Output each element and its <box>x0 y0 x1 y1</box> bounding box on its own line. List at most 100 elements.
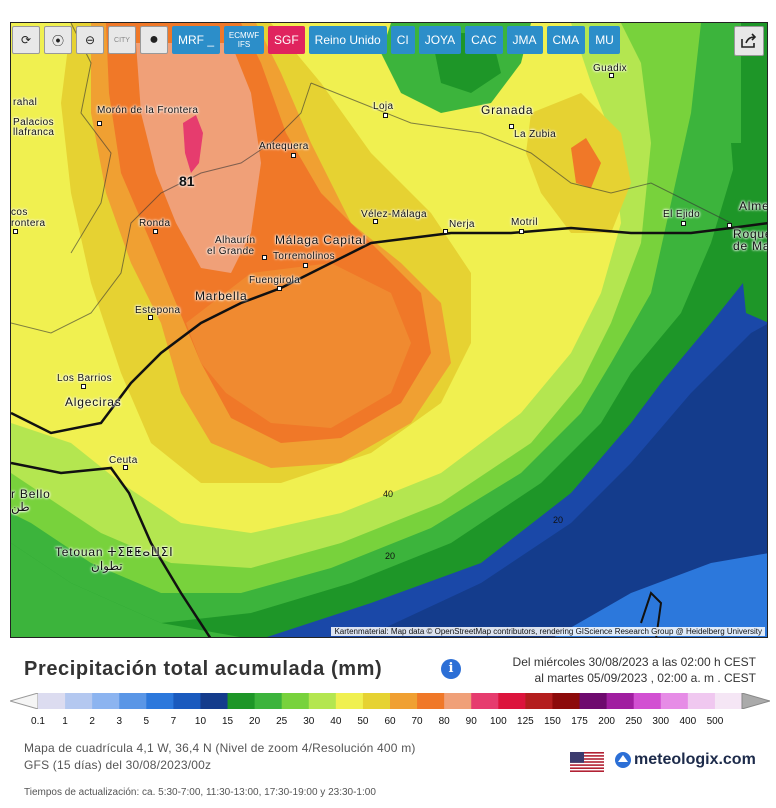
legend-tick-label: 7 <box>170 716 177 727</box>
date-range: Del miércoles 30/08/2023 a las 02:00 h C… <box>513 654 756 686</box>
legend-tick-label: 20 <box>249 716 261 727</box>
map-metadata: Mapa de cuadrícula 4,1 W, 36,4 N (Nivel … <box>24 740 416 774</box>
date-line-end: al martes 05/09/2023 , 02:00 a. m . CEST <box>534 671 756 685</box>
legend-tick-label: 60 <box>384 716 396 727</box>
isoline-label: 20 <box>553 515 564 525</box>
legend-tick-label: 1 <box>62 716 68 727</box>
precipitation-contours <box>11 23 767 637</box>
us-flag-icon[interactable] <box>570 752 604 772</box>
city-label-arahal: rahal <box>13 97 38 108</box>
legend-swatch <box>362 693 391 709</box>
share-icon[interactable] <box>734 26 764 56</box>
city-marker <box>123 465 128 470</box>
city-label-ronda: Ronda <box>139 218 171 229</box>
legend-tick-label: 175 <box>571 716 588 727</box>
model-button-cac[interactable]: CAC <box>465 26 503 54</box>
model-button-cma[interactable]: CMA <box>546 26 586 54</box>
meteologix-icon <box>615 752 631 768</box>
city-marker <box>13 229 18 234</box>
city-label-motril: Motril <box>511 217 538 228</box>
legend-tick-label: 50 <box>357 716 369 727</box>
brand-name: meteologix.com <box>634 751 756 768</box>
city-marker <box>373 219 378 224</box>
refresh-icon[interactable]: ⟳ <box>12 26 40 54</box>
legend-swatch <box>119 693 147 709</box>
city-label-nerja: Nerja <box>449 219 475 230</box>
city-label-arcos2: rontera <box>11 218 46 229</box>
city-label-roquetas: Roque <box>733 227 767 241</box>
city-label-almeria: Alme <box>739 199 768 213</box>
precipitation-map[interactable]: 81 rahal Morón de la Frontera Palacios l… <box>10 22 768 638</box>
isoline-label: 20 <box>385 551 396 561</box>
city-marker <box>509 124 514 129</box>
city-label-ceuta: Ceuta <box>109 455 138 466</box>
legend-tick-label: 40 <box>330 716 342 727</box>
legend-tick-label: 400 <box>679 716 697 727</box>
legend-tick-label: 125 <box>517 716 534 727</box>
model-run-info: GFS (15 días) del 30/08/2023/00z <box>24 758 212 772</box>
legend-tick-label: 2 <box>89 716 95 727</box>
model-button-jma[interactable]: JMA <box>506 26 543 54</box>
city-marker <box>609 73 614 78</box>
city-label-tetouan: Tetouan ⵜⵉⵟⵟⴰⵡⵉⵏ <box>55 545 174 559</box>
model-button-ci[interactable]: CI <box>390 26 415 54</box>
city-label-estepona: Estepona <box>135 305 181 316</box>
grid-info: Mapa de cuadrícula 4,1 W, 36,4 N (Nivel … <box>24 741 416 755</box>
isoline-label: 40 <box>383 489 394 499</box>
legend-swatch <box>227 693 256 709</box>
legend-swatch <box>606 693 635 709</box>
city-marker <box>303 263 308 268</box>
legend-swatch <box>281 693 310 709</box>
legend-tick-label: 500 <box>706 716 724 727</box>
zoom-icon[interactable]: ⊖ <box>76 26 104 54</box>
city-marker <box>277 286 282 291</box>
model-button-mrf[interactable]: MRF _ <box>172 26 220 54</box>
model-button-mu[interactable]: MU <box>589 26 620 54</box>
city-label-granada: Granada <box>481 103 534 117</box>
legend-tick-label: 5 <box>143 716 150 727</box>
map-toolbar: ⟳ ⦿ ⊖ CITY ● MRF _ ECMWF IFS SGF Reino U… <box>12 26 620 56</box>
city-marker <box>148 315 153 320</box>
city-label-rbello: r Bello <box>11 487 51 501</box>
legend-swatch <box>444 693 472 709</box>
legend-tick-label: 250 <box>625 716 643 727</box>
city-marker <box>681 221 686 226</box>
location-pin-icon[interactable]: ⦿ <box>44 26 72 54</box>
city-marker <box>81 384 86 389</box>
city-label-loja: Loja <box>373 101 394 112</box>
city-label-la-zubia: La Zubia <box>514 129 557 140</box>
legend-swatch <box>92 693 120 709</box>
model-button-sgf[interactable]: SGF <box>268 26 305 54</box>
city-label-arcos: cos <box>11 207 28 218</box>
legend-swatch <box>471 693 499 709</box>
city-toggle-icon[interactable]: CITY <box>108 26 136 54</box>
info-icon[interactable]: ⅰ <box>441 659 461 679</box>
meteologix-logo[interactable]: meteologix.com <box>614 751 756 769</box>
legend-swatch <box>498 693 526 709</box>
legend-tick-label: 100 <box>489 716 507 727</box>
city-label-torremolinos: Torremolinos <box>273 251 336 262</box>
legend-arrow-right <box>741 693 770 709</box>
legend-tick-label: 10 <box>194 716 207 727</box>
legend-swatch <box>417 693 445 709</box>
legend-tick-label: 200 <box>598 716 615 727</box>
point-marker-icon[interactable]: ● <box>140 26 168 54</box>
city-marker <box>383 113 388 118</box>
legend-swatch <box>200 693 229 709</box>
city-label-antequera: Antequera <box>259 141 309 152</box>
legend-swatch <box>579 693 608 709</box>
legend-tick-label: 0.1 <box>31 716 45 727</box>
city-marker <box>443 229 448 234</box>
city-label-moron: Morón de la Frontera <box>97 105 199 116</box>
legend-labels: 0.1 1 2 3 5 7 10 15 20 25 30 40 50 60 70 80 90 100 125 150 1… <box>10 716 770 730</box>
legend-swatch <box>552 693 581 709</box>
legend-tick-label: 25 <box>276 716 288 727</box>
model-button-reino-unido[interactable]: Reino Unido <box>308 26 387 54</box>
city-label-alhaurin2: el Grande <box>207 246 255 257</box>
legend-swatch <box>146 693 174 709</box>
city-marker <box>153 229 158 234</box>
legend-swatch <box>65 693 93 709</box>
model-button-ecmwf[interactable]: ECMWF IFS <box>224 26 264 54</box>
legend-swatch <box>687 693 716 709</box>
model-button-joya[interactable]: JOYA <box>418 26 462 54</box>
